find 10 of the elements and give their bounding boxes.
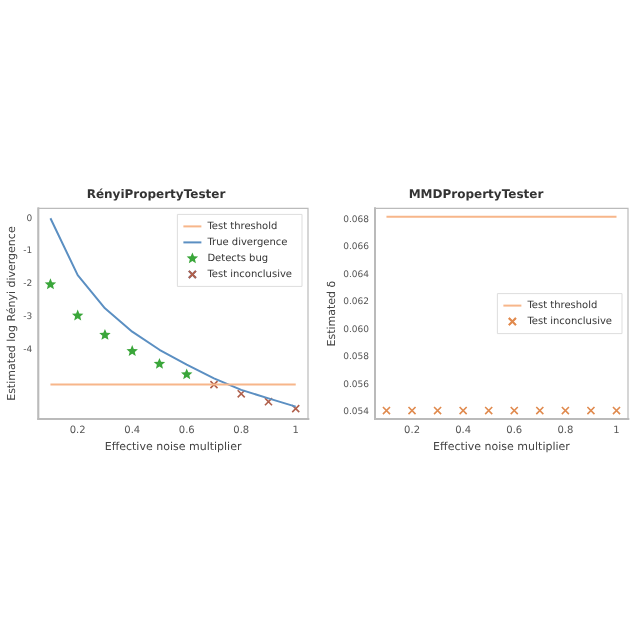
point — [291, 404, 301, 413]
point — [153, 357, 166, 369]
point — [99, 328, 111, 340]
point — [209, 380, 219, 389]
point — [71, 309, 84, 321]
point — [264, 397, 273, 407]
point — [236, 389, 246, 399]
point — [181, 368, 193, 380]
point — [126, 345, 138, 356]
point — [44, 278, 57, 290]
